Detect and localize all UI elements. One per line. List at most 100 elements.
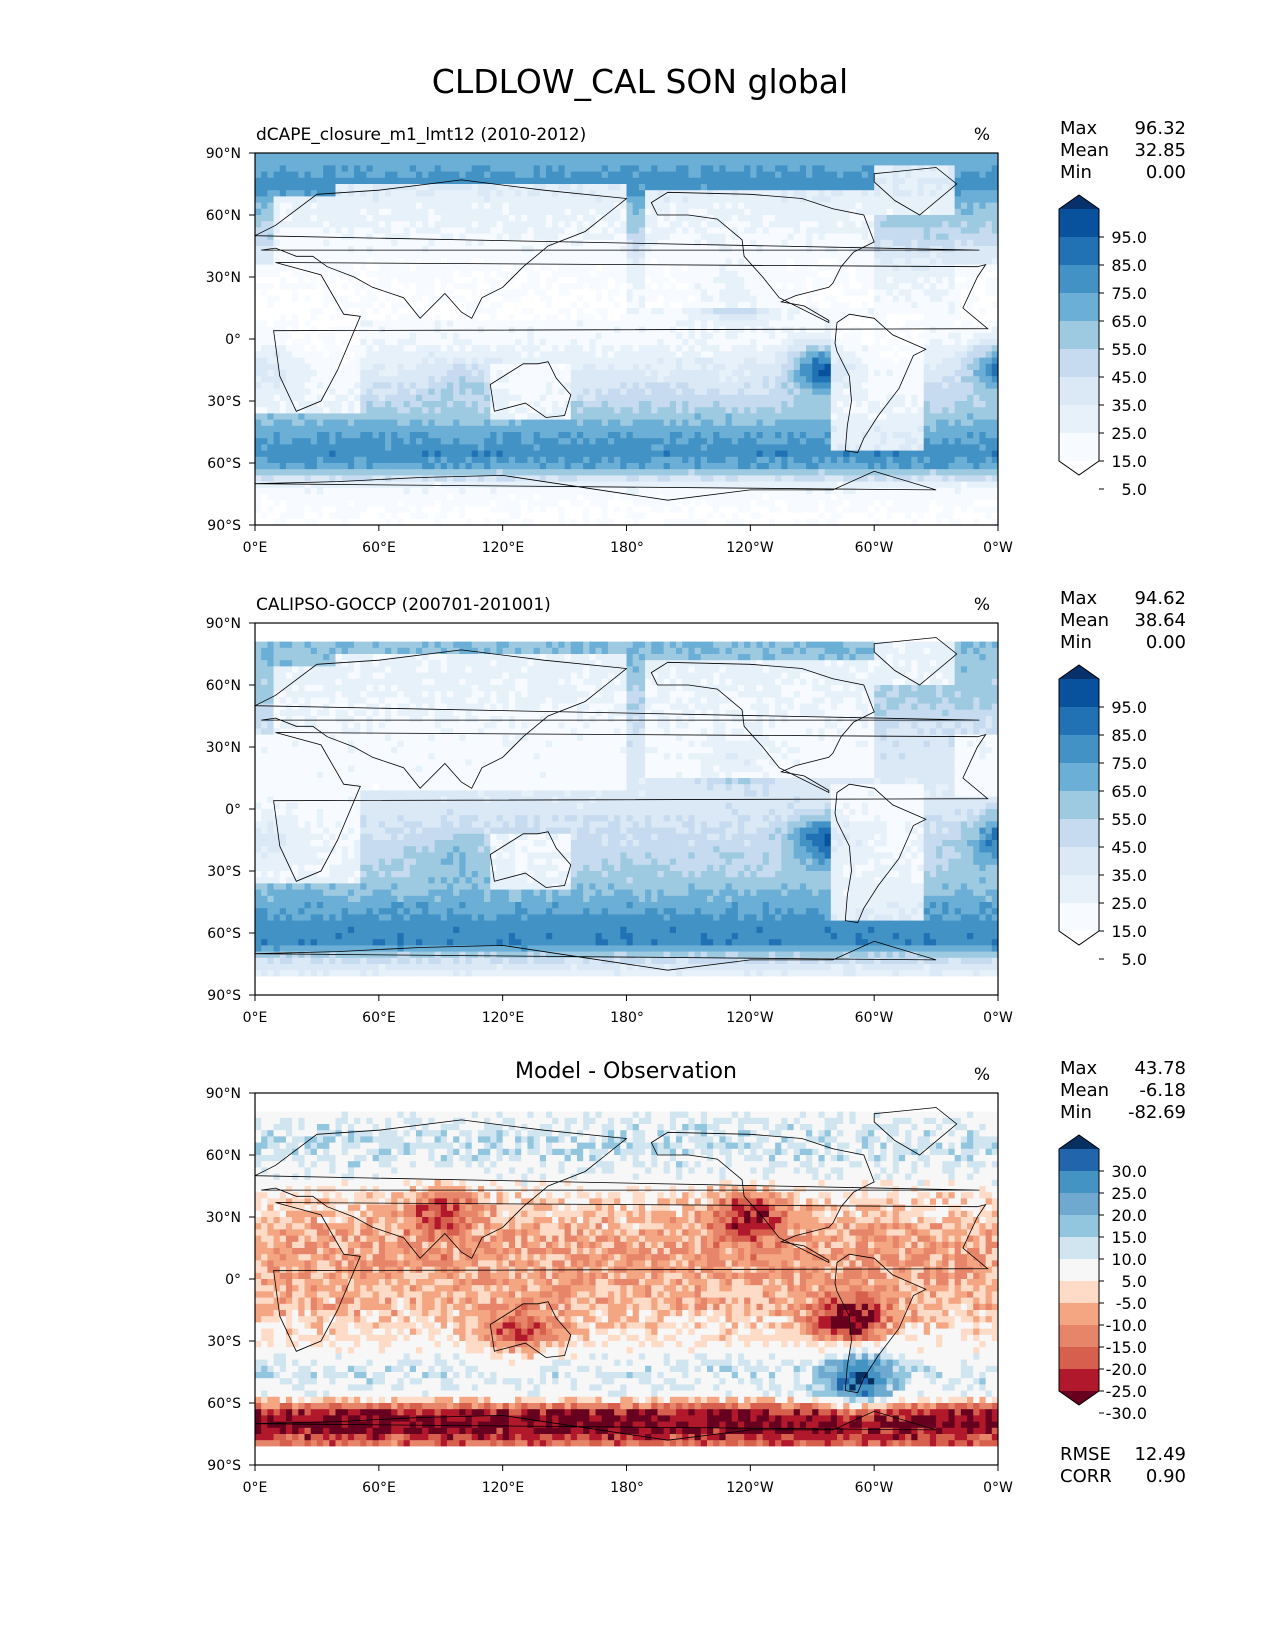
map-cell — [614, 370, 621, 377]
map-cell — [676, 332, 683, 340]
map-cell — [515, 196, 522, 203]
map-cell — [515, 407, 522, 414]
map-cell — [508, 202, 516, 210]
map-cell — [688, 165, 696, 172]
map-cell — [892, 295, 900, 303]
map-cell — [762, 184, 770, 191]
map-cell — [830, 184, 838, 191]
map-cell — [310, 221, 318, 228]
map-cell — [867, 339, 875, 346]
map-cell — [954, 171, 962, 179]
map-cell — [372, 339, 380, 346]
map-cell — [403, 320, 411, 327]
map-cell — [304, 171, 312, 179]
map-cell — [713, 345, 720, 352]
map-cell — [558, 289, 565, 296]
map-cell — [929, 264, 937, 272]
map-cell — [669, 357, 677, 365]
map-cell — [620, 351, 627, 358]
map-cell — [428, 382, 435, 389]
map-cell — [923, 283, 931, 290]
map-cell — [403, 239, 411, 247]
map-cell — [403, 264, 411, 272]
map-cell — [453, 208, 460, 216]
map-cell — [446, 376, 454, 383]
map-cell — [837, 221, 844, 228]
map-cell — [422, 264, 429, 272]
map-cell — [298, 351, 305, 358]
map-cell — [942, 320, 949, 327]
map-cell — [391, 363, 398, 371]
map-cell — [905, 332, 912, 340]
map-cell — [527, 252, 535, 259]
map-cell — [855, 339, 863, 346]
map-cell — [428, 363, 435, 371]
map-cell — [626, 351, 634, 358]
map-cell — [508, 233, 516, 241]
map-cell — [929, 270, 937, 278]
map-cell — [614, 357, 621, 365]
map-cell — [929, 314, 937, 321]
map-cell — [979, 283, 987, 290]
map-cell — [583, 159, 590, 166]
map-cell — [812, 357, 819, 365]
map-cell — [620, 376, 627, 383]
map-cell — [880, 264, 887, 272]
map-cell — [576, 221, 584, 228]
map-cell — [465, 258, 473, 265]
map-cell — [973, 227, 980, 234]
map-cell — [929, 252, 937, 259]
map-cell — [316, 308, 324, 315]
map-cell — [490, 270, 497, 278]
map-cell — [428, 215, 435, 222]
map-cell — [564, 295, 572, 303]
map-cell — [905, 339, 912, 346]
map-cell — [806, 252, 813, 259]
map-cell — [273, 407, 281, 414]
map-cell — [564, 314, 572, 321]
map-cell — [874, 388, 881, 396]
map-cell — [849, 277, 856, 284]
map-cell — [694, 376, 702, 383]
map-cell — [750, 221, 757, 228]
map-cell — [576, 196, 584, 203]
map-cell — [316, 351, 324, 358]
map-cell — [347, 202, 355, 210]
map-cell — [304, 295, 312, 303]
map-cell — [750, 227, 757, 234]
map-cell — [490, 308, 497, 315]
map-cell — [360, 407, 367, 414]
map-cell — [323, 246, 330, 253]
map-cell — [657, 190, 665, 197]
map-cell — [310, 202, 318, 210]
map-cell — [607, 227, 615, 234]
map-cell — [892, 264, 900, 272]
map-cell — [261, 252, 268, 259]
map-cell — [607, 184, 615, 191]
map-cell — [663, 382, 671, 389]
map-cell — [428, 153, 435, 160]
map-cell — [533, 339, 541, 346]
map-cell — [385, 153, 392, 160]
map-cell — [818, 196, 826, 203]
map-cell — [459, 171, 466, 179]
map-cell — [750, 357, 757, 365]
map-cell — [552, 202, 559, 210]
map-cell — [688, 388, 696, 396]
map-cell — [694, 258, 702, 265]
map-cell — [731, 196, 739, 203]
map-cell — [558, 184, 565, 191]
map-cell — [917, 376, 925, 383]
map-cell — [465, 227, 473, 234]
map-cell — [422, 314, 429, 321]
map-cell — [372, 252, 380, 259]
map-cell — [354, 239, 361, 247]
map-cell — [706, 314, 714, 321]
map-cell — [967, 221, 974, 228]
map-cell — [385, 401, 392, 408]
map-cell — [385, 407, 392, 414]
map-cell — [948, 184, 956, 191]
map-cell — [929, 171, 937, 179]
map-cell — [539, 332, 547, 340]
map-cell — [923, 190, 931, 197]
